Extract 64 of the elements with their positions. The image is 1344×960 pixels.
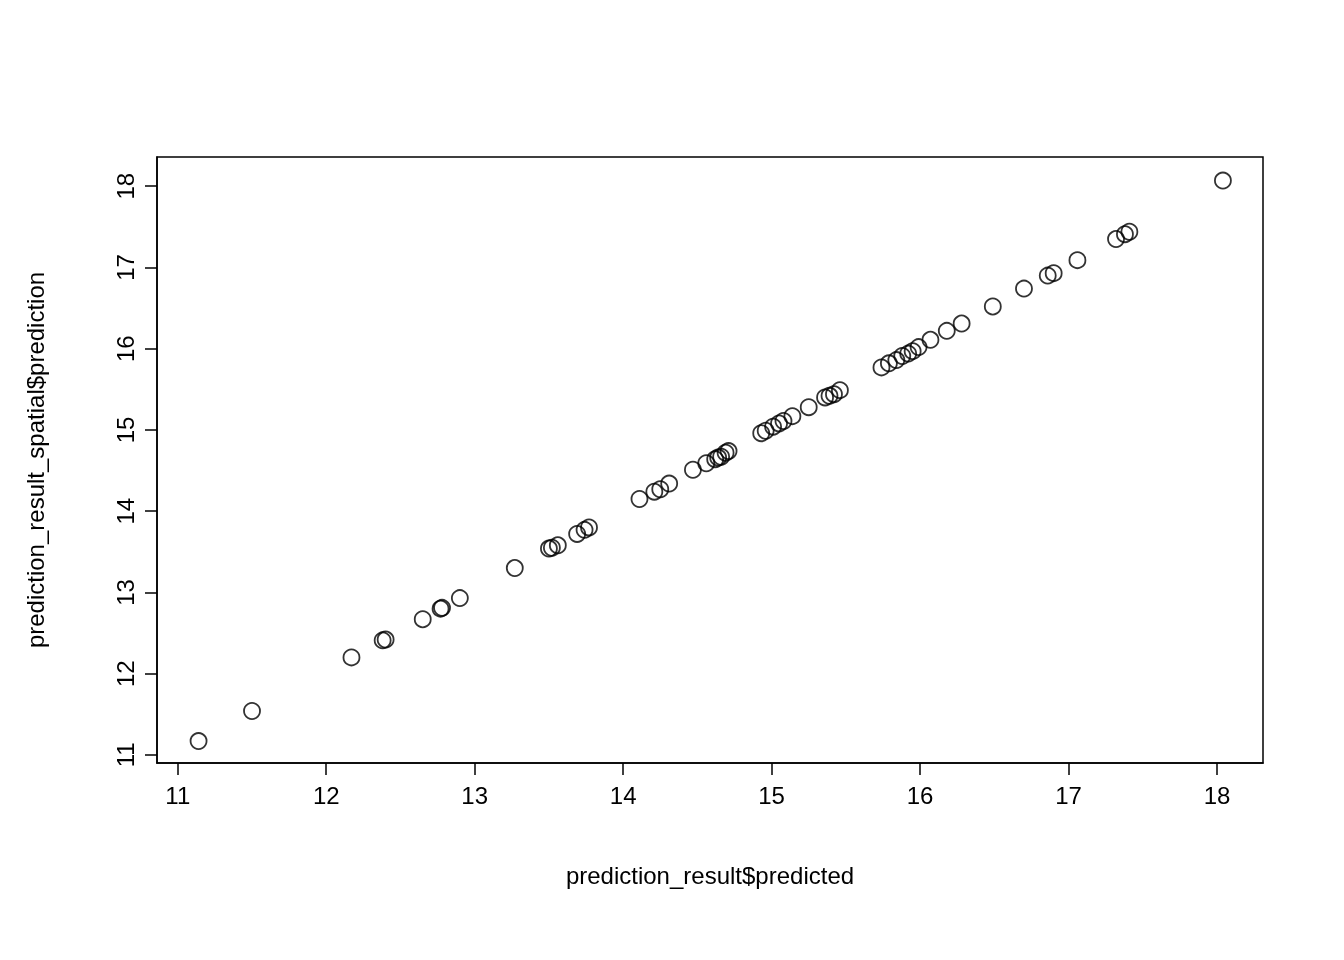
y-tick-label: 14 <box>111 497 139 525</box>
point <box>1044 264 1063 283</box>
point <box>921 330 940 349</box>
y-tick-label: 16 <box>111 335 139 363</box>
point <box>243 702 261 720</box>
point <box>645 482 664 501</box>
x-tick-label: 11 <box>165 781 191 809</box>
point <box>764 417 782 436</box>
point <box>651 480 670 499</box>
point <box>660 474 679 493</box>
point <box>872 358 891 377</box>
point <box>893 347 912 365</box>
point <box>752 424 771 443</box>
point <box>630 490 649 508</box>
y-tick-label: 15 <box>111 416 139 444</box>
y-tick-label: 12 <box>111 660 139 687</box>
point <box>887 351 906 369</box>
point <box>1116 225 1134 244</box>
point <box>342 648 361 667</box>
point <box>684 460 702 479</box>
y-tick-label: 18 <box>111 172 139 200</box>
point <box>697 454 716 473</box>
y-tick-label: 13 <box>111 579 139 606</box>
point <box>783 407 802 426</box>
x-tick-label: 16 <box>906 781 934 809</box>
point <box>1120 222 1139 241</box>
point <box>756 421 775 440</box>
x-tick-label: 13 <box>461 781 489 809</box>
point <box>820 386 839 405</box>
point <box>1038 266 1057 285</box>
point <box>774 412 793 430</box>
point <box>580 518 598 537</box>
point <box>1015 279 1033 298</box>
y-tick-label: 17 <box>111 254 139 281</box>
point <box>568 525 587 543</box>
point <box>189 732 208 750</box>
point <box>413 610 432 629</box>
y-tick-label: 11 <box>111 742 139 768</box>
point <box>505 559 524 577</box>
point <box>575 520 594 539</box>
point <box>831 381 849 400</box>
point <box>825 385 843 404</box>
point <box>1107 230 1125 248</box>
point <box>548 536 567 555</box>
x-tick-label: 15 <box>758 781 785 809</box>
y-axis-title: prediction_result_spatial$prediction <box>21 271 49 649</box>
point <box>1068 251 1087 270</box>
point <box>1214 171 1232 190</box>
point <box>909 338 928 356</box>
x-axis-title: prediction_result$predicted <box>565 861 855 889</box>
point <box>880 354 898 373</box>
point <box>952 314 971 333</box>
x-tick-label: 12 <box>312 781 340 809</box>
point <box>816 388 834 407</box>
point <box>799 398 818 417</box>
x-tick-label: 18 <box>1203 781 1231 809</box>
point <box>983 297 1002 316</box>
point <box>899 344 918 363</box>
x-tick-label: 14 <box>609 781 637 809</box>
x-tick-label: 17 <box>1055 781 1082 809</box>
point <box>937 321 956 340</box>
point <box>770 414 788 433</box>
point <box>450 589 469 607</box>
point <box>903 342 922 361</box>
